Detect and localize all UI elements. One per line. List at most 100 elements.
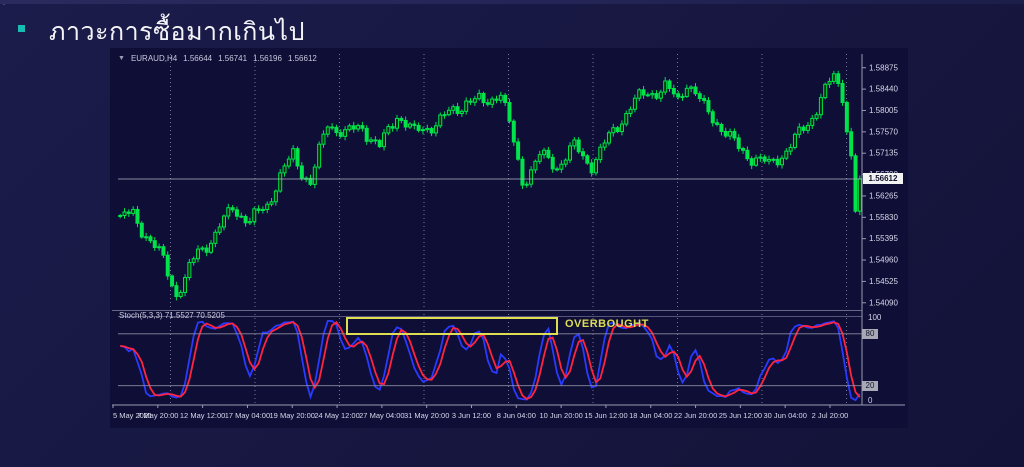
candle-body <box>767 158 771 162</box>
candle-body <box>390 126 395 129</box>
candle-body <box>442 114 447 117</box>
candle-body <box>239 215 244 218</box>
price-axis-label: 1.55395 <box>869 234 898 243</box>
candle-body <box>234 209 239 217</box>
ohlc-high: 1.56741 <box>218 54 248 63</box>
candle-body <box>546 149 551 158</box>
candle-body <box>338 132 343 137</box>
candle-body <box>697 93 702 100</box>
candle-body <box>364 127 369 142</box>
candle-body <box>485 102 490 105</box>
candle-body <box>161 246 166 256</box>
candle-body <box>624 113 629 125</box>
candle-body <box>464 100 469 112</box>
candle-body <box>455 106 460 115</box>
candle-body <box>265 203 270 210</box>
price-axis-label: 1.58440 <box>869 85 898 94</box>
candle-body <box>144 236 149 239</box>
candle-body <box>295 148 300 167</box>
candle-body <box>399 117 404 121</box>
candle-body <box>420 129 425 132</box>
ohlc-close: 1.56612 <box>287 54 317 63</box>
candle-body <box>810 117 815 126</box>
title-bullet-icon <box>18 25 25 32</box>
candle-body <box>433 125 438 134</box>
candle-body <box>555 168 560 171</box>
candle-body <box>853 155 858 212</box>
candle-body <box>451 106 456 111</box>
time-axis-label: 18 Jun 04:00 <box>629 411 672 420</box>
candle-body <box>779 157 784 166</box>
candle-body <box>641 89 646 96</box>
price-axis-label: 1.54090 <box>869 298 898 307</box>
time-axis-label: 10 Jun 20:00 <box>539 411 582 420</box>
candle-body <box>741 148 746 151</box>
candle-body <box>628 108 633 115</box>
ohlc-open: 1.56644 <box>183 54 213 63</box>
time-axis-label: 5 May 2021 <box>113 411 152 420</box>
candle-body <box>498 94 503 101</box>
time-axis-label: 2 Jul 20:00 <box>812 411 849 420</box>
stoch-scale-0: 0 <box>868 396 873 405</box>
candle-body <box>658 91 663 99</box>
candle-body <box>533 160 538 171</box>
candle-body <box>221 215 226 228</box>
candle-body <box>468 100 473 103</box>
candle-body <box>715 122 720 125</box>
candle-body <box>749 158 754 166</box>
candle-body <box>805 124 810 131</box>
candle-body <box>126 211 131 214</box>
candle-body <box>407 123 412 128</box>
price-axis-label: 1.57570 <box>869 127 898 136</box>
candle-body <box>788 146 793 152</box>
candle-body <box>148 236 153 242</box>
candle-body <box>403 119 408 128</box>
candle-body <box>719 123 724 132</box>
candle-body <box>183 276 188 293</box>
candle-body <box>490 98 495 105</box>
time-axis-label: 17 May 04:00 <box>225 411 270 420</box>
candle-body <box>529 169 534 185</box>
candle-body <box>507 102 512 122</box>
symbol-label: EURAUD,H4 <box>130 54 178 63</box>
candle-body <box>286 158 291 167</box>
candle-body <box>723 130 728 137</box>
candle-body <box>122 211 127 216</box>
current-price-tag: 1.56612 <box>863 173 903 184</box>
candle-body <box>343 129 348 137</box>
candle-body <box>563 159 568 165</box>
candle-body <box>550 156 555 170</box>
candle-body <box>615 127 620 133</box>
candle-body <box>637 89 642 99</box>
candle-body <box>585 155 590 164</box>
candle-body <box>325 126 330 135</box>
candle-body <box>732 130 737 139</box>
candle-body <box>511 120 516 143</box>
candle-body <box>377 139 382 148</box>
price-axis-label: 1.58005 <box>869 106 898 115</box>
chevron-down-icon: ▼ <box>118 55 125 62</box>
candle-body <box>706 100 711 113</box>
candle-body <box>204 247 209 253</box>
candle-body <box>840 83 845 104</box>
candle-body <box>196 248 201 260</box>
time-axis-label: 3 Jun 12:00 <box>452 411 491 420</box>
candle-body <box>503 94 508 104</box>
candle-body <box>252 208 257 223</box>
candle-body <box>611 127 616 134</box>
candle-body <box>139 222 144 238</box>
candle-body <box>797 126 802 135</box>
stoch-level-20-tag: 20 <box>862 381 878 391</box>
candle-body <box>598 146 603 161</box>
candle-body <box>247 221 252 224</box>
candle-body <box>209 242 213 253</box>
stoch-d-value: 70.5205 <box>195 311 225 320</box>
title-row: ภาวะการซื้อมากเกินไป <box>18 12 305 52</box>
candle-body <box>131 208 136 214</box>
candle-body <box>632 97 637 110</box>
candle-body <box>356 125 361 130</box>
candle-body <box>360 125 365 129</box>
candle-body <box>849 131 854 157</box>
candle-body <box>438 114 443 127</box>
